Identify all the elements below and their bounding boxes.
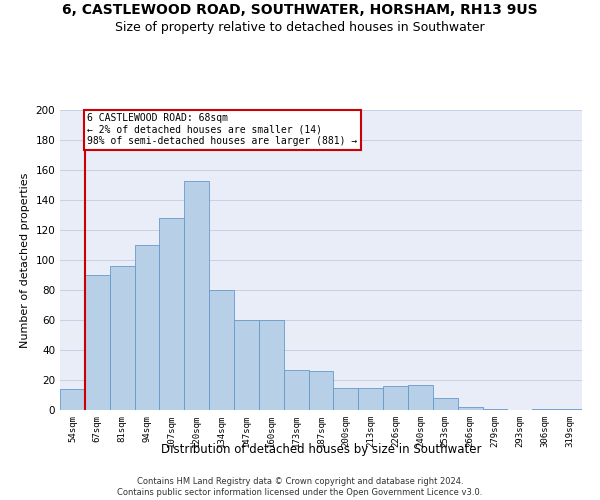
Text: 6 CASTLEWOOD ROAD: 68sqm
← 2% of detached houses are smaller (14)
98% of semi-de: 6 CASTLEWOOD ROAD: 68sqm ← 2% of detache…	[88, 113, 358, 146]
Text: Size of property relative to detached houses in Southwater: Size of property relative to detached ho…	[115, 21, 485, 34]
Bar	[532, 408, 557, 410]
Bar	[383, 386, 408, 410]
Bar	[482, 408, 508, 410]
Bar	[308, 371, 334, 410]
Bar	[160, 218, 184, 410]
Bar	[134, 245, 160, 410]
Bar	[334, 388, 358, 410]
Bar	[284, 370, 308, 410]
Text: 6, CASTLEWOOD ROAD, SOUTHWATER, HORSHAM, RH13 9US: 6, CASTLEWOOD ROAD, SOUTHWATER, HORSHAM,…	[62, 2, 538, 16]
Text: Contains HM Land Registry data © Crown copyright and database right 2024.
Contai: Contains HM Land Registry data © Crown c…	[118, 478, 482, 497]
Bar	[209, 290, 234, 410]
Bar	[85, 275, 110, 410]
Bar	[184, 180, 209, 410]
Bar	[234, 320, 259, 410]
Bar	[408, 384, 433, 410]
Y-axis label: Number of detached properties: Number of detached properties	[20, 172, 30, 348]
Bar	[259, 320, 284, 410]
Bar	[433, 398, 458, 410]
Bar	[458, 407, 482, 410]
Text: Distribution of detached houses by size in Southwater: Distribution of detached houses by size …	[161, 442, 481, 456]
Bar	[60, 389, 85, 410]
Bar	[110, 266, 134, 410]
Bar	[557, 408, 582, 410]
Bar	[358, 388, 383, 410]
